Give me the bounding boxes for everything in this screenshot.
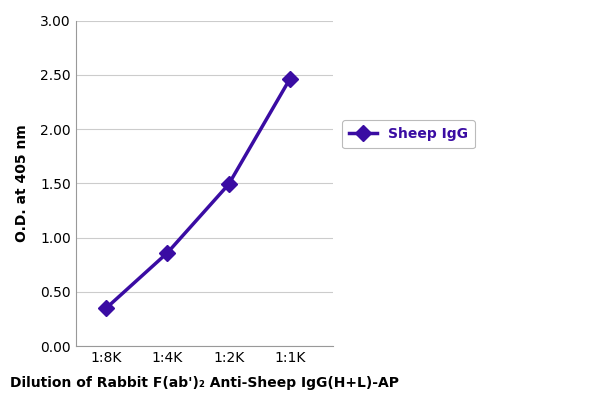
Sheep IgG <box>286 77 293 81</box>
Sheep IgG <box>164 250 171 255</box>
Line: Sheep IgG: Sheep IgG <box>101 74 295 313</box>
X-axis label: Dilution of Rabbit F(ab')₂ Anti-Sheep IgG(H+L)-AP: Dilution of Rabbit F(ab')₂ Anti-Sheep Ig… <box>10 376 398 390</box>
Sheep IgG <box>103 306 110 311</box>
Y-axis label: O.D. at 405 nm: O.D. at 405 nm <box>15 124 29 242</box>
Legend: Sheep IgG: Sheep IgG <box>342 121 475 148</box>
Sheep IgG <box>225 182 232 187</box>
